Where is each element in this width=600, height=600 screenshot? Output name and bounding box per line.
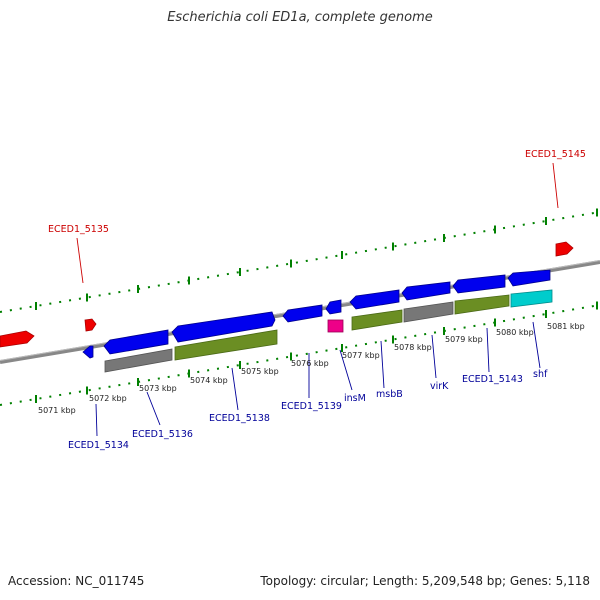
gene-label-bottom[interactable]: msbB bbox=[376, 389, 403, 400]
kbp-label: 5075 kbp bbox=[241, 367, 279, 376]
block-olive-2 bbox=[351, 309, 403, 331]
upper-major-ticks bbox=[35, 208, 598, 310]
lower-major-ticks bbox=[35, 301, 598, 403]
gene-red-left[interactable] bbox=[0, 330, 35, 348]
genome-info: Topology: circular; Length: 5,209,548 bp… bbox=[260, 574, 590, 588]
kbp-label: 5080 kbp bbox=[496, 328, 534, 337]
kbp-label: 5072 kbp bbox=[89, 394, 127, 403]
block-cyan bbox=[510, 289, 553, 308]
gene-insM-upper[interactable] bbox=[325, 299, 342, 315]
gene-ECED1_5143[interactable] bbox=[452, 274, 506, 294]
gene-ECED1_5134[interactable] bbox=[82, 345, 94, 359]
gene-label-bottom[interactable]: shf bbox=[533, 369, 548, 380]
gene-label-bottom[interactable]: virK bbox=[430, 381, 449, 392]
gene-ECED1_5135[interactable] bbox=[84, 318, 97, 332]
gene-label-top[interactable]: ECED1_5135 bbox=[48, 224, 109, 235]
block-olive-1 bbox=[174, 329, 278, 361]
kbp-label: 5077 kbp bbox=[342, 351, 380, 360]
gene-msbB[interactable] bbox=[349, 289, 400, 310]
gene-label-bottom[interactable]: ECED1_5134 bbox=[68, 440, 129, 451]
red-leader-lines bbox=[76, 162, 559, 284]
gene-insM[interactable] bbox=[327, 319, 344, 333]
kbp-label: 5081 kbp bbox=[547, 322, 585, 331]
kbp-label: 5079 kbp bbox=[445, 335, 483, 344]
gene-ECED1_5138[interactable] bbox=[171, 311, 276, 343]
kbp-label: 5074 kbp bbox=[190, 376, 228, 385]
kbp-label: 5078 kbp bbox=[394, 343, 432, 352]
gene-label-bottom[interactable]: ECED1_5139 bbox=[281, 401, 342, 412]
blue-leader-lines bbox=[95, 321, 541, 437]
gene-label-bottom[interactable]: ECED1_5138 bbox=[209, 413, 270, 424]
gene-ECED1_5139[interactable] bbox=[282, 304, 323, 323]
accession: Accession: NC_011745 bbox=[8, 574, 145, 588]
gene-label-bottom[interactable]: ECED1_5136 bbox=[132, 429, 193, 440]
tick-labels: 5071 kbp 5072 kbp 5073 kbp 5074 kbp 5075 kbp… bbox=[38, 322, 585, 415]
kbp-label: 5076 kbp bbox=[291, 359, 329, 368]
gene-shf[interactable] bbox=[507, 269, 551, 287]
gene-virK[interactable] bbox=[401, 281, 451, 301]
gene-labels: ECED1_5135 ECED1_5145 ECED1_5134ECED1_5136… bbox=[48, 149, 586, 451]
kbp-label: 5071 kbp bbox=[38, 406, 76, 415]
gene-ECED1_5145[interactable] bbox=[555, 241, 574, 257]
map-title: Escherichia coli ED1a, complete genome bbox=[167, 10, 433, 25]
block-grey-1 bbox=[104, 348, 173, 373]
gene-blue-2[interactable] bbox=[103, 329, 169, 355]
block-grey-2 bbox=[403, 301, 454, 323]
block-olive-3 bbox=[454, 294, 510, 315]
gene-label-bottom[interactable]: insM bbox=[344, 393, 366, 404]
gene-label-bottom[interactable]: ECED1_5143 bbox=[462, 374, 523, 385]
gene-label-top[interactable]: ECED1_5145 bbox=[525, 149, 586, 160]
upper-tick-track bbox=[0, 211, 600, 313]
kbp-label: 5073 kbp bbox=[139, 384, 177, 393]
lower-tick-track bbox=[0, 304, 600, 406]
